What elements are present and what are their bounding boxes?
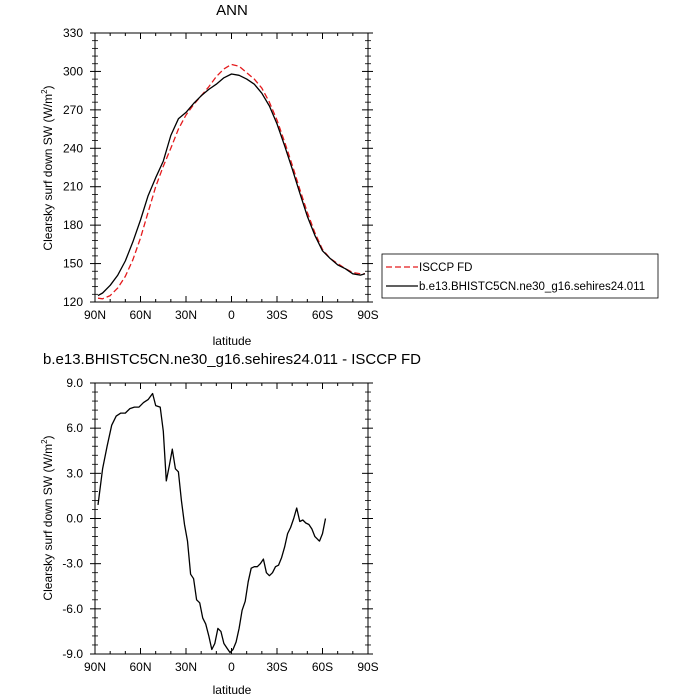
top-series-line-0	[97, 63, 365, 300]
top-chart-panel: ANN 90N 60N 30N 0 30S 60S 90S 120 150 180 210 240 2…	[40, 2, 659, 348]
top-x-axis-label: latitude	[213, 334, 252, 348]
top-chart-title: ANN	[216, 2, 248, 19]
top-y-tick-label: 270	[63, 103, 83, 117]
top-x-tick-label: 90N	[84, 308, 106, 322]
top-x-tick-labels: 90N 60N 30N 0 30S 60S 90S	[84, 308, 379, 322]
bottom-y-tick-label: -3.0	[62, 557, 83, 571]
top-x-tick-label: 30S	[266, 308, 287, 322]
bottom-tick-marks	[90, 382, 373, 655]
bottom-y-tick-label: 0.0	[66, 512, 83, 526]
bottom-y-tick-label: 9.0	[66, 376, 83, 390]
legend-label-isccp: ISCCP FD	[419, 262, 472, 274]
bottom-y-axis-label-close: )	[41, 435, 55, 439]
bottom-x-axis-label: latitude	[213, 683, 252, 697]
top-plot-frame	[94, 32, 369, 303]
top-y-axis-label-main: Clearsky surf down SW (W/m	[41, 94, 55, 251]
bottom-x-tick-label: 90S	[357, 660, 378, 674]
bottom-y-tick-label: -6.0	[62, 602, 83, 616]
top-y-tick-label: 180	[63, 218, 83, 232]
bottom-x-tick-label: 60N	[129, 660, 151, 674]
bottom-x-tick-label: 0	[228, 660, 235, 674]
bottom-series-line-0	[97, 392, 327, 654]
top-y-tick-label: 240	[63, 141, 83, 155]
bottom-chart-panel: b.e13.BHISTC5CN.ne30_g16.sehires24.011 -…	[40, 351, 421, 697]
bottom-chart-title: b.e13.BHISTC5CN.ne30_g16.sehires24.011 -…	[43, 351, 421, 368]
legend: ISCCP FD b.e13.BHISTC5CN.ne30_g16.sehire…	[381, 253, 659, 299]
top-y-tick-label: 210	[63, 180, 83, 194]
bottom-y-axis-label-sup: 2	[40, 439, 49, 444]
top-x-tick-label: 90S	[357, 308, 378, 322]
bottom-y-tick-labels: 9.0 6.0 3.0 0.0 -3.0 -6.0 -9.0	[62, 376, 83, 661]
legend-box	[381, 253, 659, 299]
top-y-axis-label-close: )	[41, 85, 55, 89]
top-series-lines	[97, 63, 366, 300]
top-x-tick-label: 60S	[312, 308, 333, 322]
top-y-tick-label: 150	[63, 257, 83, 271]
legend-label-model: b.e13.BHISTC5CN.ne30_g16.sehires24.011	[419, 281, 645, 293]
bottom-series-lines	[97, 392, 327, 654]
bottom-y-tick-label: 3.0	[66, 466, 83, 480]
top-x-tick-label: 30N	[175, 308, 197, 322]
bottom-y-axis-label: Clearsky surf down SW (W/m2)	[40, 435, 55, 600]
top-y-tick-label: 120	[63, 295, 83, 309]
bottom-x-tick-label: 30S	[266, 660, 287, 674]
bottom-y-axis-label-main: Clearsky surf down SW (W/m	[41, 444, 55, 601]
bottom-y-tick-label: 6.0	[66, 421, 83, 435]
top-series-line-1	[97, 73, 366, 297]
bottom-x-tick-labels: 90N 60N 30N 0 30S 60S 90S	[84, 660, 379, 674]
top-y-tick-label: 300	[63, 64, 83, 78]
top-y-tick-labels: 120 150 180 210 240 270 300 330	[63, 26, 83, 309]
top-x-tick-label: 60N	[129, 308, 151, 322]
top-y-axis-label: Clearsky surf down SW (W/m2)	[40, 85, 55, 250]
top-y-tick-label: 330	[63, 26, 83, 40]
bottom-x-tick-label: 30N	[175, 660, 197, 674]
bottom-plot-frame	[94, 382, 369, 655]
bottom-y-tick-label: -9.0	[62, 647, 83, 661]
bottom-x-tick-label: 90N	[84, 660, 106, 674]
bottom-x-tick-label: 60S	[312, 660, 333, 674]
top-x-tick-label: 0	[228, 308, 235, 322]
top-y-axis-label-sup: 2	[40, 89, 49, 94]
